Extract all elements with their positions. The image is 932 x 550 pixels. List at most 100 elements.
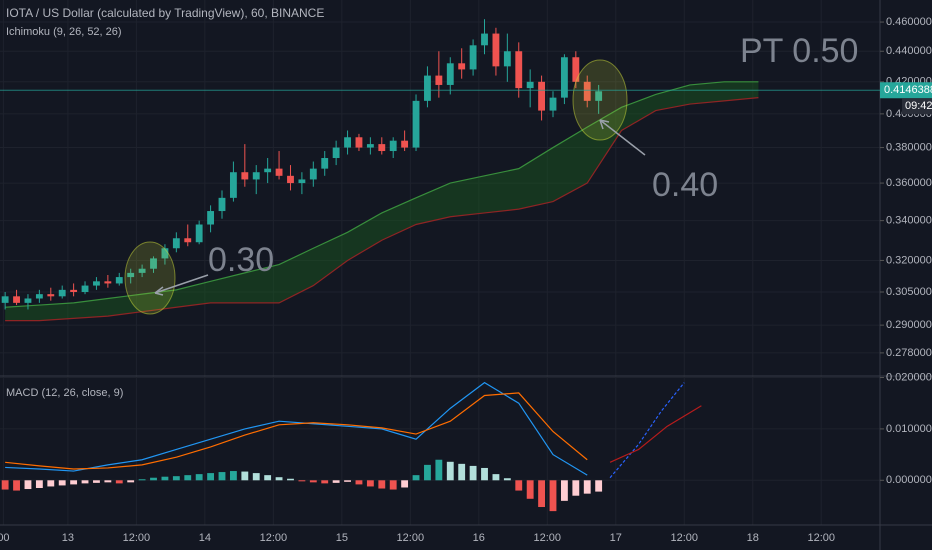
macd-histogram-bar	[35, 480, 43, 488]
candle-body	[93, 281, 100, 286]
candle-body	[481, 33, 488, 46]
macd-histogram-bar	[446, 461, 454, 481]
macd-histogram-bar	[332, 480, 340, 483]
x-tick-label: 12:00	[807, 532, 835, 544]
candle-body	[241, 172, 249, 180]
macd-histogram-bar	[1, 480, 9, 490]
candle-body	[378, 144, 386, 152]
candle-body	[115, 277, 123, 284]
y-tick-label: 0.46000000	[886, 16, 932, 28]
x-tick-label: 12:00	[260, 532, 288, 544]
marks	[1, 19, 759, 512]
arrow	[154, 274, 209, 294]
candle-body	[321, 158, 329, 169]
macd-histogram-bar	[70, 480, 78, 485]
candle-body	[526, 81, 534, 89]
x-tick-label: 12:00	[670, 532, 698, 544]
x-tick-label: 14	[199, 532, 211, 544]
macd-histogram-bar	[93, 480, 100, 483]
candle-body	[24, 298, 32, 303]
candle-body	[218, 197, 226, 212]
chart-title: IOTA / US Dollar (calculated by TradingV…	[6, 6, 324, 20]
macd-line	[5, 392, 588, 470]
countdown-bg	[902, 98, 932, 115]
candle-body	[446, 63, 454, 85]
projection-line	[609, 382, 685, 479]
macd-histogram-bar	[389, 480, 397, 490]
macd-histogram-bar	[469, 465, 477, 481]
y-tick-label: 0.02000000	[886, 371, 932, 383]
macd-histogram-bar	[207, 473, 215, 481]
macd-histogram-bar	[138, 479, 146, 481]
macd-histogram-bar	[401, 480, 409, 488]
candle-body	[424, 75, 431, 101]
macd-histogram-bar	[218, 472, 226, 481]
span-b	[5, 97, 759, 322]
annotation: PT 0.50	[740, 32, 858, 70]
candle-body	[560, 57, 568, 98]
x-tick-label: 00	[0, 532, 10, 544]
macd-histogram-bar	[549, 480, 557, 512]
y-tick-label: 0.32000000	[886, 254, 932, 266]
macd-histogram-bar	[378, 480, 386, 489]
macd-histogram-bar	[366, 480, 374, 487]
candle-body	[264, 168, 272, 173]
macd-histogram-bar	[560, 480, 568, 501]
price-label-bg	[880, 82, 932, 99]
span-a	[5, 81, 759, 308]
macd-histogram-bar	[595, 480, 603, 492]
x-tick-label: 13	[62, 532, 74, 544]
candle-body	[127, 272, 135, 278]
candle-body	[104, 281, 112, 284]
candle-body	[503, 51, 511, 67]
candle-body	[469, 45, 477, 70]
candle-body	[207, 211, 215, 225]
x-tick-label: 12:00	[397, 532, 425, 544]
y-tick-label: 0.38000000	[886, 141, 932, 153]
macd-histogram-bar	[355, 480, 363, 485]
macd-histogram-bar	[58, 480, 66, 486]
macd-histogram-bar	[195, 474, 203, 481]
y-tick-label: 0.01000000	[886, 423, 932, 435]
projection-line	[609, 405, 702, 463]
macd-histogram-bar	[13, 480, 20, 491]
candle-body	[47, 294, 55, 297]
candle-body	[515, 51, 523, 89]
macd-histogram-bar	[81, 480, 89, 484]
annotation: 0.30	[208, 241, 274, 279]
candle-body	[366, 144, 374, 148]
candle-body	[229, 172, 237, 198]
x-tick-label: 16	[473, 532, 485, 544]
macd-histogram-bar	[241, 471, 249, 481]
candle-body	[344, 137, 351, 148]
highlight-ellipse	[124, 241, 176, 315]
y-tick-label: 0.36000000	[886, 177, 932, 189]
macd-histogram-bar	[252, 473, 260, 481]
candle-body	[275, 168, 283, 176]
candle-body	[298, 179, 306, 184]
candle-body	[538, 81, 546, 111]
candle-body	[583, 81, 591, 101]
macd-histogram-bar	[47, 480, 55, 487]
arrow-head	[599, 119, 610, 130]
x-tick-label: 18	[747, 532, 759, 544]
candle-body	[58, 289, 66, 297]
candle-body	[401, 140, 409, 148]
macd-histogram-bar	[492, 474, 500, 481]
candle-body	[572, 57, 580, 82]
candle-body	[355, 137, 363, 148]
macd-histogram-bar	[264, 475, 272, 481]
arrow	[599, 119, 646, 156]
candle-body	[184, 238, 192, 243]
candle-body	[332, 147, 340, 159]
candle-body	[35, 294, 43, 299]
macd-histogram-bar	[229, 471, 237, 481]
macd-line	[5, 381, 588, 476]
candle-body	[150, 258, 157, 269]
candle-body	[595, 91, 603, 101]
macd-histogram-bar	[424, 464, 431, 481]
y-tick-label: 0.44000000	[886, 45, 932, 57]
countdown: 09:42	[905, 100, 932, 112]
